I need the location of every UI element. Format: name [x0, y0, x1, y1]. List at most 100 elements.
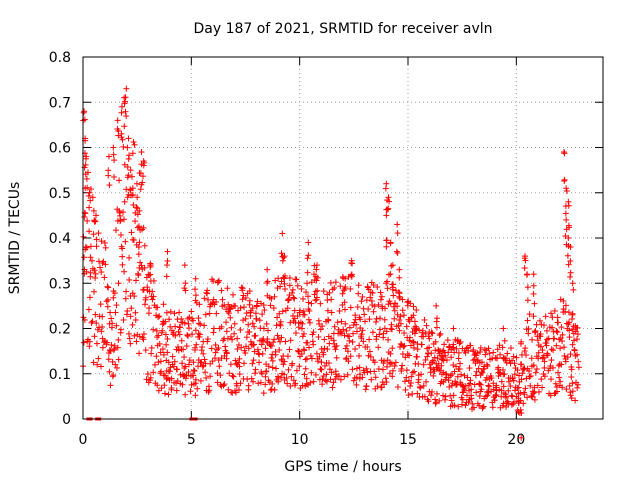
- data-point: [349, 366, 356, 373]
- data-point: [132, 218, 139, 225]
- data-point: [356, 352, 363, 359]
- data-point: [377, 289, 384, 296]
- data-point: [420, 333, 427, 340]
- data-point: [375, 301, 382, 308]
- data-point: [181, 262, 188, 269]
- data-point: [277, 318, 284, 325]
- y-tick-label: 0.2: [49, 322, 71, 338]
- data-point: [453, 380, 460, 387]
- data-point: [127, 167, 134, 174]
- data-point: [149, 288, 156, 295]
- data-point: [209, 358, 216, 365]
- data-point: [237, 326, 244, 333]
- data-point: [92, 311, 99, 318]
- data-point: [563, 386, 570, 393]
- data-point: [459, 396, 466, 403]
- data-point: [249, 360, 256, 367]
- data-point: [219, 296, 226, 303]
- data-point: [228, 324, 235, 331]
- data-point: [251, 323, 258, 330]
- data-point: [450, 362, 457, 369]
- data-point: [330, 379, 337, 386]
- data-point: [362, 386, 369, 393]
- data-point: [390, 303, 397, 310]
- data-point: [127, 186, 134, 193]
- data-point: [137, 186, 144, 193]
- data-point: [450, 392, 457, 399]
- data-point: [102, 244, 109, 251]
- data-point: [293, 367, 300, 374]
- data-point: [212, 341, 219, 348]
- data-point: [444, 337, 451, 344]
- data-point: [344, 332, 351, 339]
- data-point: [388, 262, 395, 269]
- data-point: [279, 257, 286, 264]
- data-point: [111, 174, 118, 181]
- data-point: [387, 271, 394, 278]
- data-point: [225, 310, 232, 317]
- data-point: [347, 353, 354, 360]
- data-point: [342, 275, 349, 282]
- data-point: [131, 332, 138, 339]
- data-point: [505, 400, 512, 407]
- data-point: [456, 366, 463, 373]
- data-point: [353, 365, 360, 372]
- data-point: [515, 399, 522, 406]
- data-point: [438, 362, 445, 369]
- data-point: [206, 387, 213, 394]
- data-point: [530, 313, 537, 320]
- data-point: [168, 384, 175, 391]
- data-point: [316, 353, 323, 360]
- data-point: [410, 303, 417, 310]
- data-point: [103, 339, 110, 346]
- data-point: [319, 376, 326, 383]
- data-point: [528, 393, 535, 400]
- data-point: [312, 371, 319, 378]
- data-point: [366, 348, 373, 355]
- data-point: [382, 185, 389, 192]
- data-point: [420, 382, 427, 389]
- data-point: [548, 376, 555, 383]
- data-point: [555, 319, 562, 326]
- data-point: [249, 320, 256, 327]
- data-point: [176, 309, 183, 316]
- data-point: [388, 326, 395, 333]
- data-point: [440, 357, 447, 364]
- data-point: [181, 320, 188, 327]
- data-point: [140, 224, 147, 231]
- data-point: [397, 313, 404, 320]
- data-point: [552, 380, 559, 387]
- data-point: [287, 337, 294, 344]
- data-point: [568, 373, 575, 380]
- data-point: [560, 297, 567, 304]
- data-point: [256, 317, 263, 324]
- data-point: [501, 371, 508, 378]
- data-point: [565, 261, 572, 268]
- data-point: [241, 304, 248, 311]
- data-point: [230, 291, 237, 298]
- data-point: [383, 243, 390, 250]
- data-point: [105, 284, 112, 291]
- data-point: [98, 363, 105, 370]
- data-point: [280, 361, 287, 368]
- data-point: [274, 332, 281, 339]
- data-point: [400, 312, 407, 319]
- data-point: [268, 386, 275, 393]
- data-point: [118, 109, 125, 116]
- data-point: [303, 380, 310, 387]
- data-point: [386, 370, 393, 377]
- data-point: [119, 245, 126, 252]
- y-axis-label: SRMTID / TECUs: [7, 182, 23, 295]
- data-point: [256, 359, 263, 366]
- data-point: [213, 298, 220, 305]
- data-point: [332, 346, 339, 353]
- data-point: [131, 141, 138, 148]
- data-point: [194, 385, 201, 392]
- data-point: [505, 387, 512, 394]
- data-point: [130, 139, 137, 146]
- data-point: [494, 346, 501, 353]
- data-point: [529, 336, 536, 343]
- data-point: [416, 327, 423, 334]
- data-point: [567, 392, 574, 399]
